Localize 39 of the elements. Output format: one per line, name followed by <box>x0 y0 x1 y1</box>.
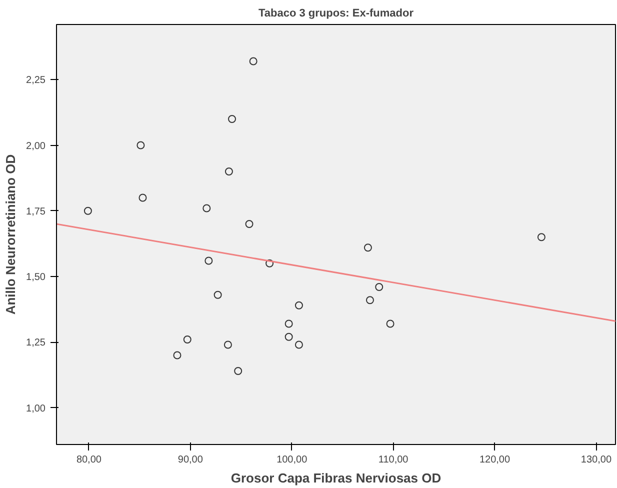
point <box>364 244 372 252</box>
point <box>228 115 236 123</box>
x-tick-label: 120,00 <box>479 454 511 466</box>
point <box>204 256 213 265</box>
y-tick-label: 1,00 <box>26 403 46 414</box>
x-axis-title: Grosor Capa Fibras Nerviosas OD <box>230 470 442 486</box>
y-tick-label: 1,75 <box>26 206 46 218</box>
point <box>284 332 293 341</box>
point <box>294 340 303 349</box>
x-tick-label: 110,00 <box>378 454 409 466</box>
chart-title: Tabaco 3 grupos: Ex-fumador <box>258 8 414 20</box>
point <box>249 57 258 66</box>
point <box>202 204 211 212</box>
point <box>537 233 546 242</box>
point <box>234 367 242 375</box>
point <box>224 168 233 176</box>
y-tick-label: 2,00 <box>26 140 46 152</box>
point <box>386 320 394 328</box>
point <box>294 301 303 310</box>
point <box>183 336 192 344</box>
point <box>266 259 274 268</box>
y-tick-label: 2,25 <box>26 75 46 86</box>
point <box>84 206 92 215</box>
x-tick-label: 90,00 <box>178 454 204 466</box>
x-tick-label: 100,00 <box>276 454 308 466</box>
point <box>375 283 384 291</box>
y-axis-title: Anillo Neurorretiniano OD <box>3 154 18 315</box>
y-tick-label: 1,50 <box>26 272 46 283</box>
point <box>245 220 254 228</box>
point <box>366 296 374 304</box>
point <box>284 320 293 328</box>
x-tick-label: 80,00 <box>76 454 102 466</box>
point <box>138 194 147 202</box>
point <box>173 351 182 360</box>
x-tick-label: 130,00 <box>580 454 612 466</box>
point <box>136 141 145 150</box>
y-tick-label: 1,25 <box>26 338 46 349</box>
point <box>214 290 222 299</box>
point <box>224 340 232 349</box>
